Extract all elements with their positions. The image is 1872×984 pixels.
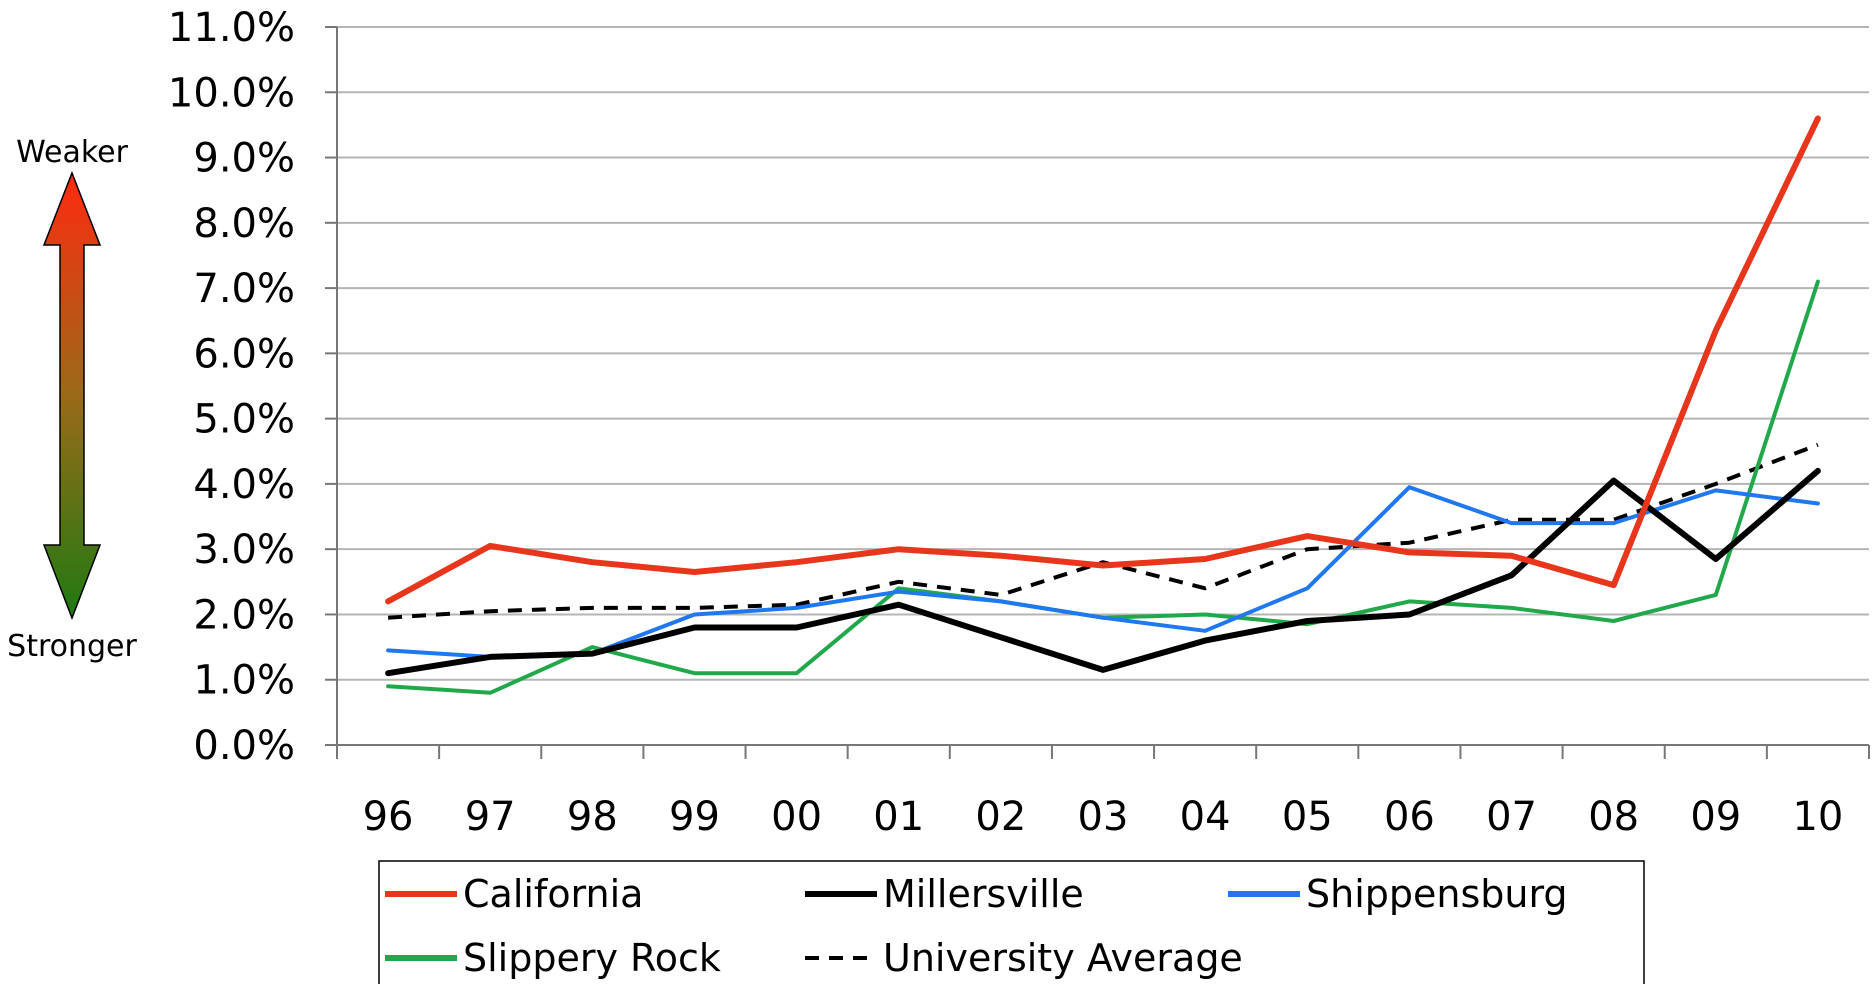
legend-label: California [463, 872, 643, 916]
x-tick-label: 09 [1690, 794, 1741, 840]
y-tick-label: 3.0% [193, 527, 295, 573]
x-tick-label: 06 [1384, 794, 1435, 840]
x-tick-label: 98 [567, 794, 618, 840]
weaker-stronger-arrow-icon [42, 170, 102, 621]
x-tick-label: 02 [975, 794, 1026, 840]
legend: California Millersville Shippensburg Slippe… [378, 860, 1645, 984]
x-tick-label: 08 [1588, 794, 1639, 840]
legend-label: Shippensburg [1306, 872, 1568, 916]
y-tick-label: 9.0% [193, 136, 295, 182]
x-tick-label: 10 [1792, 794, 1843, 840]
y-tick-label: 4.0% [193, 462, 295, 508]
series-line-california [385, 115, 1821, 605]
y-tick-label: 2.0% [193, 592, 295, 638]
weaker-label: Weaker [16, 135, 129, 170]
y-tick-label: 6.0% [193, 331, 295, 377]
axes [325, 26, 1870, 759]
y-tick-label: 10.0% [168, 70, 295, 116]
legend-label: Millersville [883, 872, 1084, 916]
x-tick-label: 00 [771, 794, 822, 840]
x-tick-label: 05 [1282, 794, 1333, 840]
y-tick-label: 1.0% [193, 658, 295, 704]
stronger-label: Stronger [7, 629, 137, 664]
y-tick-label: 5.0% [193, 397, 295, 443]
x-tick-label: 96 [363, 794, 414, 840]
y-tick-label: 11.0% [168, 5, 295, 51]
series-line-university-average [387, 442, 1819, 620]
x-tick-label: 07 [1486, 794, 1537, 840]
y-tick-label: 7.0% [193, 266, 295, 312]
x-tick-label: 99 [669, 794, 720, 840]
legend-label: University Average [883, 936, 1243, 980]
series-line-shippensburg [386, 485, 1820, 659]
x-tick-label: 04 [1180, 794, 1231, 840]
y-tick-label: 0.0% [193, 723, 295, 769]
x-tick-label: 03 [1078, 794, 1129, 840]
x-axis-tick-labels: 96 97 98 99 00 01 02 03 04 05 06 07 08 09 10 [363, 794, 1844, 840]
x-tick-label: 01 [873, 794, 924, 840]
y-tick-label: 8.0% [193, 201, 295, 247]
data-series [385, 115, 1821, 695]
series-line-millersville [385, 467, 1821, 677]
x-tick-label: 97 [465, 794, 516, 840]
grid-lines [337, 26, 1869, 681]
legend-label: Slippery Rock [463, 936, 721, 980]
strength-indicator: Weaker Stronger [7, 135, 137, 664]
legend-box [378, 860, 1645, 984]
y-axis-tick-labels: 0.0% 1.0% 2.0% 3.0% 4.0% 5.0% 6.0% 7.0% 8.0% 9.0%… [168, 5, 295, 769]
